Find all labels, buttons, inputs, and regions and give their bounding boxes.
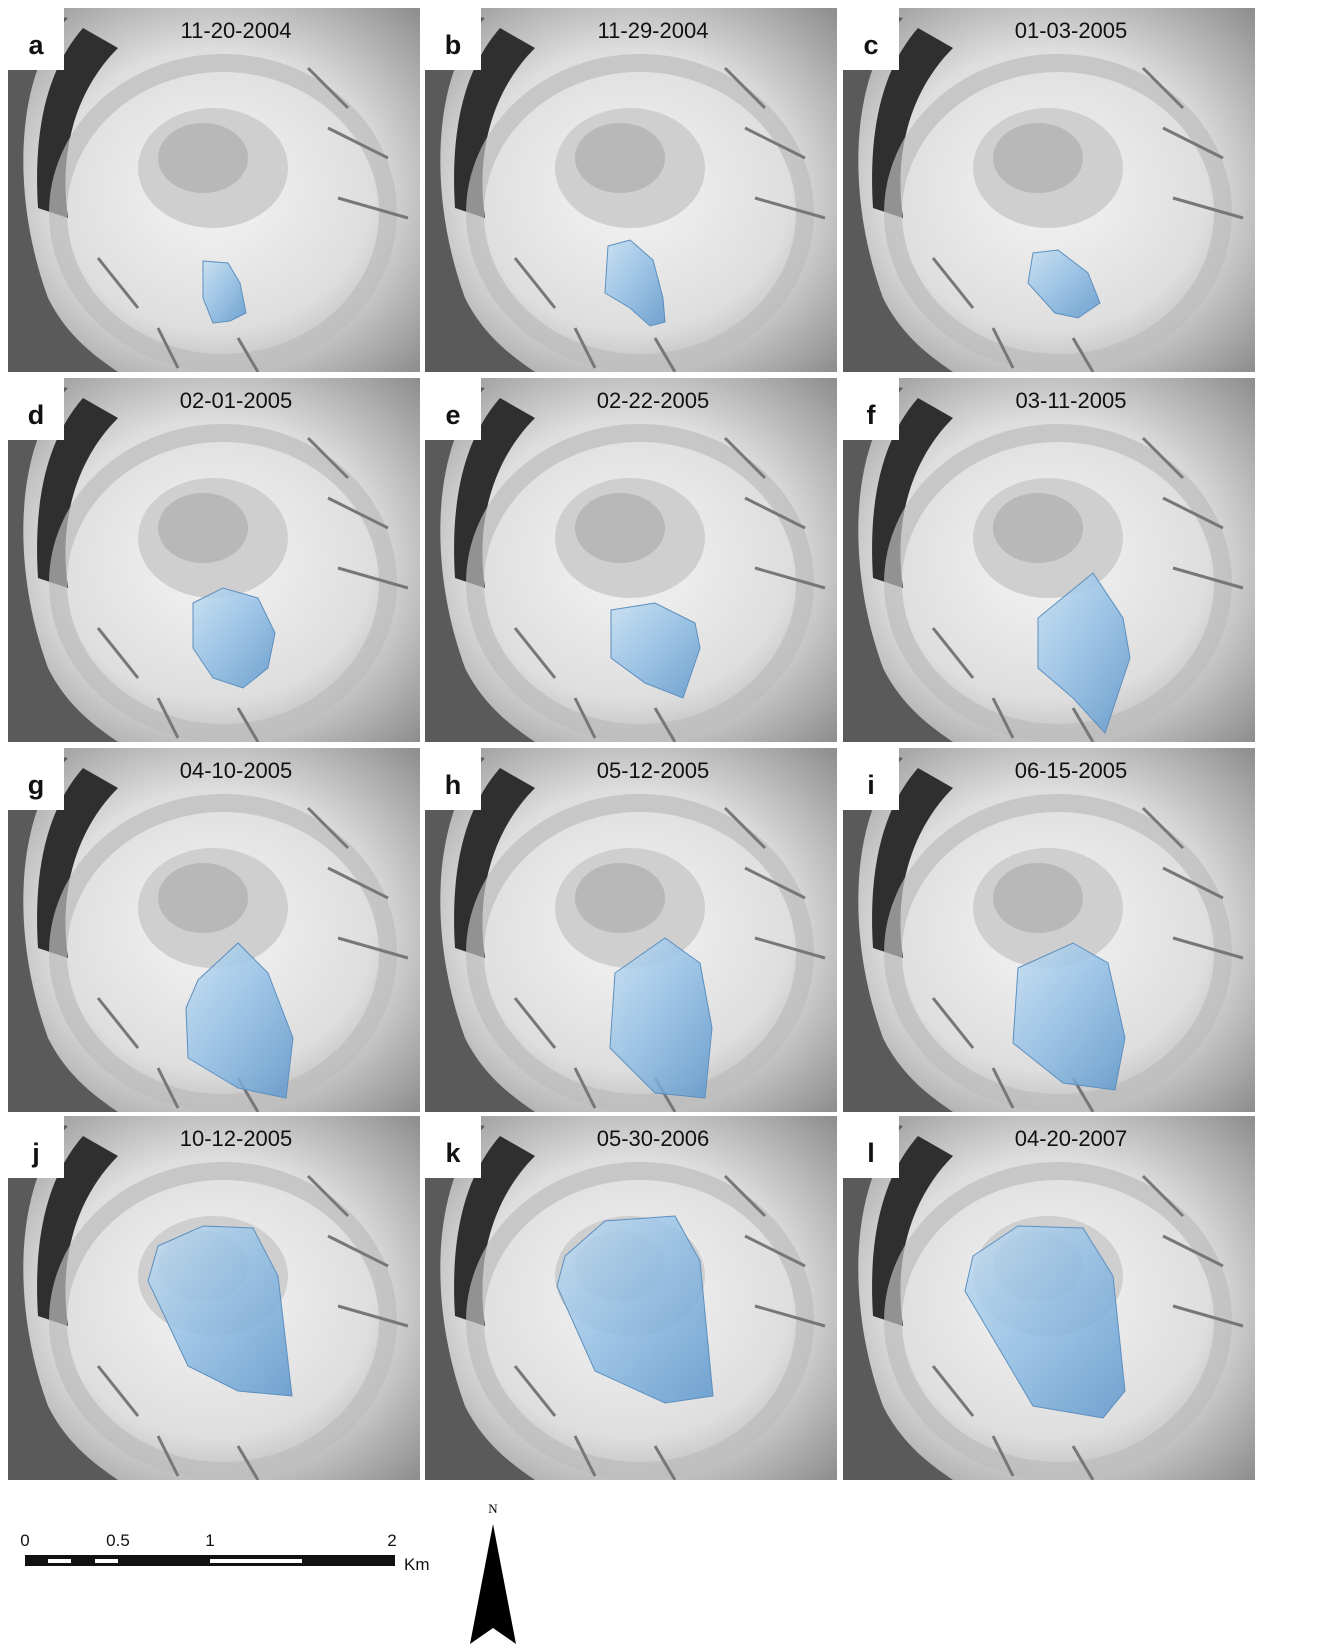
map-panel: b 11-29-2004 [425,8,837,372]
map-panel: d 02-01-2005 [8,378,420,742]
panel-letter: d [28,400,45,430]
north-label: N [488,1501,498,1516]
terrain [8,378,420,742]
map-panel: f 03-11-2005 [843,378,1255,742]
panel-date: 02-01-2005 [180,388,293,413]
dome-top [993,863,1083,933]
map-panel: g 04-10-2005 [8,748,420,1112]
terrain [425,378,837,742]
terrain [843,378,1255,742]
panel-date: 04-10-2005 [180,758,293,783]
scale-label: 0.5 [106,1531,130,1550]
panel-letter: f [867,400,877,430]
panel-date: 06-15-2005 [1015,758,1128,783]
map-panel: j 10-12-2005 [8,1116,420,1480]
map-panel: i 06-15-2005 [843,748,1255,1112]
terrain [425,748,837,1112]
north-arrow [470,1524,516,1644]
terrain [8,748,420,1112]
scale-label: 2 [387,1531,396,1550]
map-panel: k 05-30-2006 [425,1116,837,1480]
panel-letter: g [28,770,45,800]
panel-date: 05-12-2005 [597,758,710,783]
scale-bar-gap [95,1559,118,1563]
terrain [425,8,837,372]
dome-top [575,123,665,193]
dome-top [575,863,665,933]
panel-letter: e [445,400,460,430]
panel-date: 02-22-2005 [597,388,710,413]
dome-top [993,123,1083,193]
panel-date: 05-30-2006 [597,1126,710,1151]
figure: a 11-20-2004 b 11-29-2004 c 01-03-2005 d 02-01-… [0,0,1325,1644]
terrain [425,1116,837,1480]
panel-date: 11-20-2004 [181,18,292,43]
panel-letter: i [867,770,875,800]
panel-date: 11-29-2004 [598,18,709,43]
map-panel: h 05-12-2005 [425,748,837,1112]
scale-label: 1 [205,1531,214,1550]
scale-bar-gap [210,1559,302,1563]
dome-top [158,123,248,193]
panel-letter: k [445,1138,461,1168]
terrain [8,1116,420,1480]
map-panel: a 11-20-2004 [8,8,420,372]
panel-letter: l [867,1138,875,1168]
terrain [843,8,1255,372]
scale-bar-gap [48,1559,71,1563]
panel-letter: h [445,770,462,800]
dome-top [158,863,248,933]
dome-top [158,493,248,563]
panel-letter: b [445,30,462,60]
scale-unit: Km [404,1555,430,1574]
scale-label: 0 [20,1531,29,1550]
panel-date: 03-11-2005 [1016,388,1127,413]
map-panel: l 04-20-2007 [843,1116,1255,1480]
panel-letter: j [31,1138,40,1168]
terrain [843,1116,1255,1480]
panel-date: 04-20-2007 [1015,1126,1128,1151]
map-panel: e 02-22-2005 [425,378,837,742]
dome-top [575,493,665,563]
panel-letter: a [28,30,44,60]
terrain [8,8,420,372]
terrain [843,748,1255,1112]
map-panel: c 01-03-2005 [843,8,1255,372]
panel-date: 10-12-2005 [180,1126,293,1151]
panel-letter: c [863,30,878,60]
panel-date: 01-03-2005 [1015,18,1128,43]
dome-top [993,493,1083,563]
